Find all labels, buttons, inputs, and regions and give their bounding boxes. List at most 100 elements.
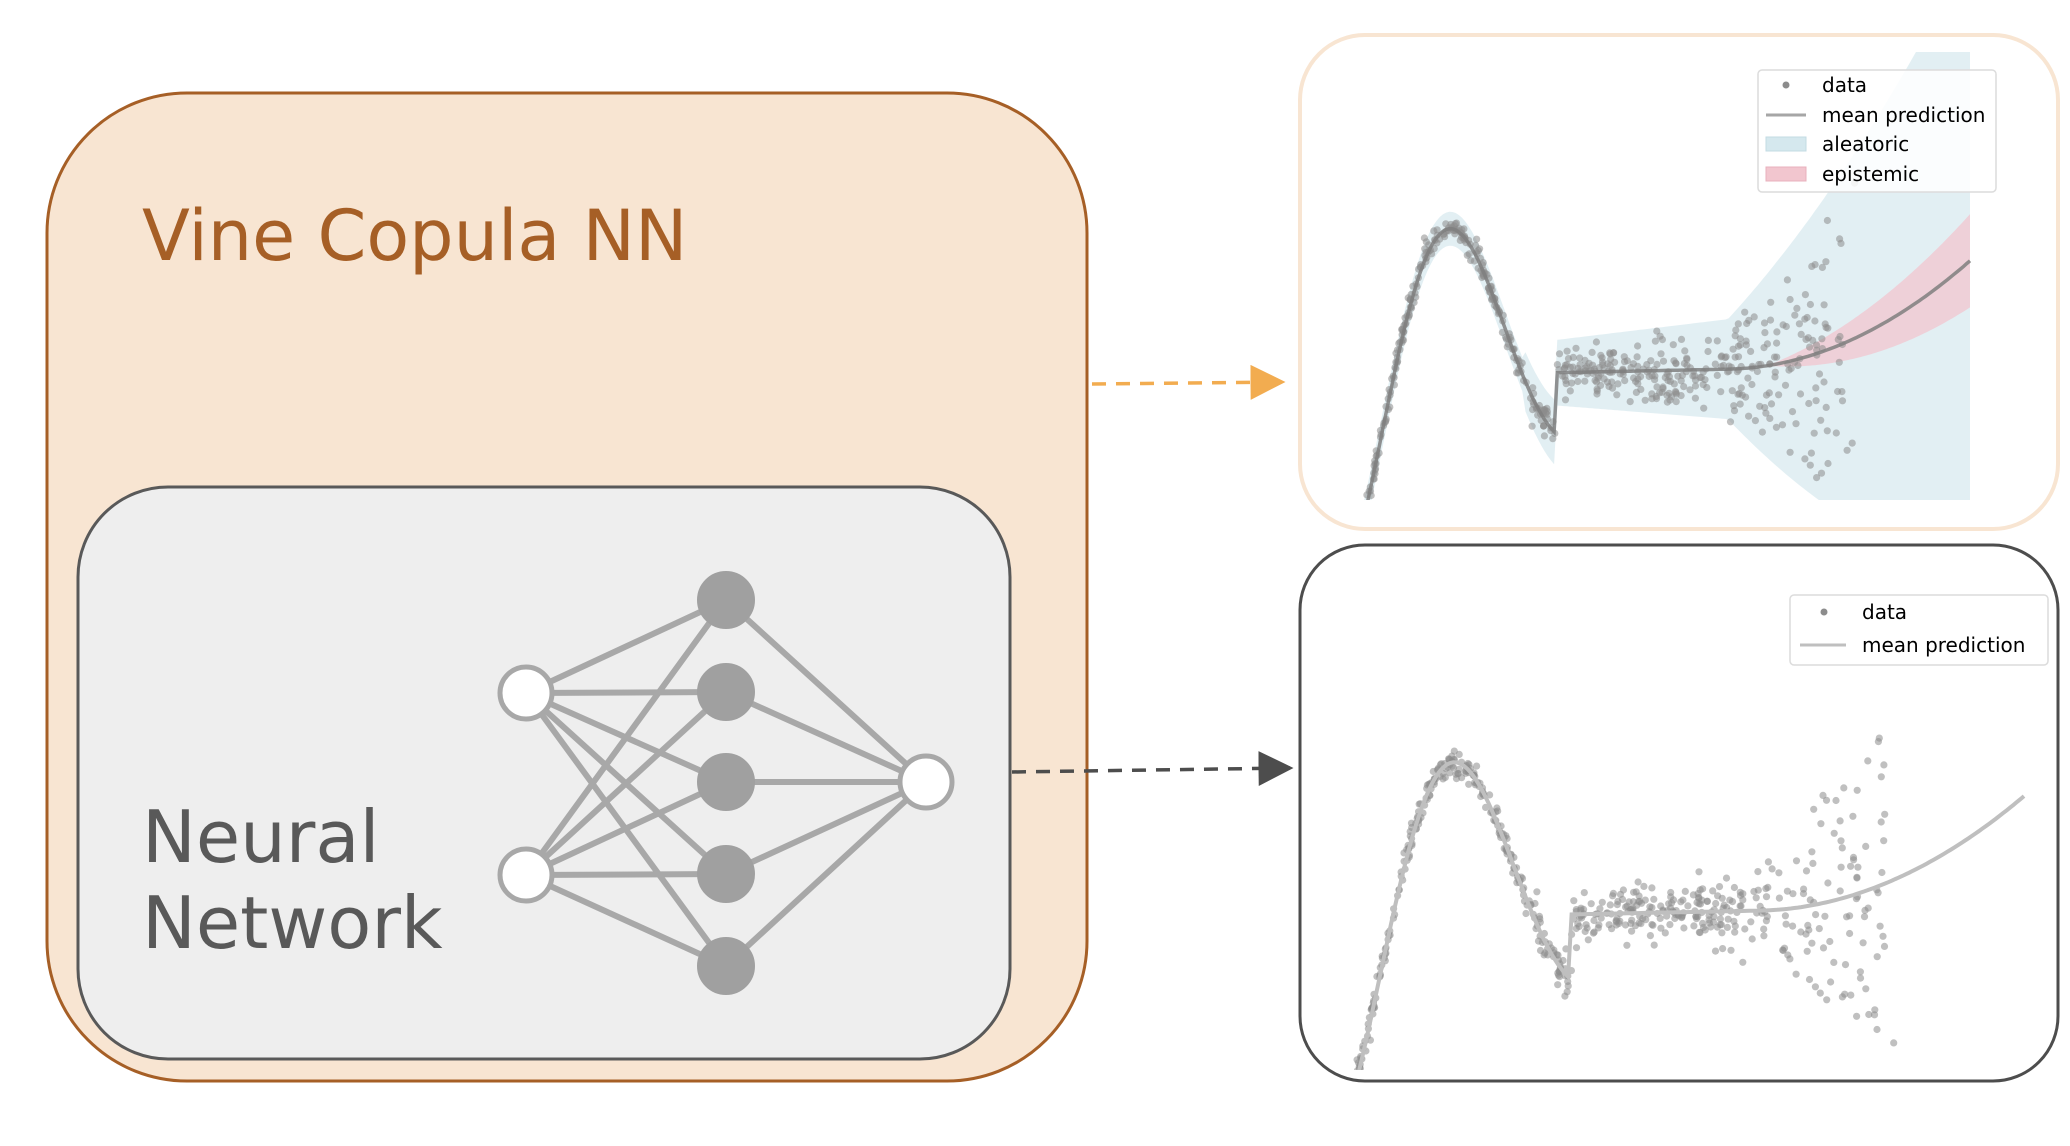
data-point <box>1837 837 1845 845</box>
data-point <box>1775 391 1783 399</box>
data-point <box>1613 391 1621 399</box>
data-point <box>1528 422 1536 430</box>
data-point <box>1827 978 1835 986</box>
data-point <box>1766 414 1774 422</box>
data-point <box>1767 400 1776 408</box>
data-point <box>1356 534 1363 541</box>
data-point <box>1549 435 1557 443</box>
data-point <box>1729 345 1737 353</box>
data-point <box>1797 330 1805 338</box>
data-point <box>1731 928 1739 936</box>
data-point <box>1764 883 1772 892</box>
nn-hidden-node-4 <box>697 937 755 995</box>
data-point <box>1724 915 1732 923</box>
data-point <box>1463 251 1471 259</box>
data-point <box>1803 947 1811 955</box>
data-point <box>1848 439 1856 447</box>
data-point <box>1659 357 1668 365</box>
data-point <box>1838 993 1846 1001</box>
data-point <box>1346 1098 1353 1105</box>
data-point <box>1792 420 1800 428</box>
nn-edge-l0-1-4 <box>524 872 728 969</box>
data-point <box>1678 913 1686 921</box>
data-point <box>1350 1097 1357 1104</box>
data-point <box>1695 928 1703 936</box>
data-point <box>1783 887 1791 895</box>
data-point <box>1789 922 1797 930</box>
data-point <box>1572 924 1580 933</box>
data-point <box>1747 918 1755 926</box>
data-point <box>1737 384 1745 392</box>
data-point <box>1581 377 1589 385</box>
data-point <box>1856 974 1865 982</box>
data-point <box>1651 372 1659 380</box>
top-legend-epistemic: epistemic <box>1822 162 1919 186</box>
data-point <box>1837 863 1845 871</box>
data-point <box>1782 920 1790 928</box>
data-point <box>1804 334 1812 342</box>
data-point <box>1606 901 1614 909</box>
data-point <box>1597 351 1605 359</box>
data-point <box>1701 926 1709 934</box>
data-point <box>1745 412 1753 420</box>
data-point <box>1342 1100 1349 1107</box>
data-point <box>1576 354 1584 362</box>
data-point <box>1619 886 1627 894</box>
data-point <box>1683 355 1691 363</box>
top-legend: data mean prediction aleatoric epistemic <box>1757 69 1997 193</box>
data-point <box>1881 810 1889 818</box>
data-point <box>1629 360 1637 368</box>
data-point <box>1653 327 1661 335</box>
data-point <box>1808 939 1816 947</box>
data-point <box>1768 865 1776 873</box>
data-point <box>1781 381 1790 389</box>
data-point <box>1672 398 1680 406</box>
data-point <box>1347 1096 1354 1103</box>
data-point <box>1703 897 1711 905</box>
data-point <box>1606 350 1614 358</box>
data-point <box>1691 394 1699 402</box>
data-point <box>1535 912 1544 921</box>
data-point <box>1472 241 1480 249</box>
data-point <box>1730 917 1738 925</box>
nn-edge-l0-0-1 <box>525 689 727 696</box>
data-point <box>1741 925 1749 933</box>
data-point <box>1666 921 1674 929</box>
data-point <box>1812 341 1821 349</box>
data-point <box>1603 378 1611 386</box>
data-point <box>1880 942 1889 951</box>
data-point <box>1860 913 1869 921</box>
data-point <box>1618 895 1627 904</box>
data-point <box>1730 883 1738 892</box>
data-point <box>1621 921 1630 929</box>
data-point <box>1605 921 1613 929</box>
data-point <box>1880 761 1888 769</box>
data-point <box>1574 377 1582 386</box>
data-point <box>1773 339 1781 347</box>
data-point <box>1650 895 1658 903</box>
data-point <box>1609 892 1617 900</box>
data-point <box>1811 317 1819 325</box>
data-point <box>1812 911 1820 919</box>
data-point <box>1540 432 1548 440</box>
data-point <box>1341 1109 1348 1116</box>
data-point <box>1765 389 1773 397</box>
data-point <box>1792 970 1800 978</box>
data-point <box>1651 337 1659 345</box>
bottom-plot-panel <box>1298 543 2060 1083</box>
data-point <box>1773 328 1781 336</box>
data-point <box>1692 915 1701 923</box>
data-point <box>1595 372 1603 380</box>
data-point <box>1340 1121 1347 1128</box>
data-point <box>1802 867 1811 875</box>
data-point <box>1834 336 1842 344</box>
data-point <box>1350 1086 1357 1093</box>
data-point <box>1830 829 1838 837</box>
data-point <box>1350 1085 1357 1092</box>
data-point <box>1568 379 1576 387</box>
data-point <box>1775 869 1783 877</box>
data-point <box>1794 361 1802 370</box>
data-point <box>1341 1122 1348 1129</box>
data-point <box>1779 946 1787 954</box>
data-point <box>1587 900 1595 908</box>
